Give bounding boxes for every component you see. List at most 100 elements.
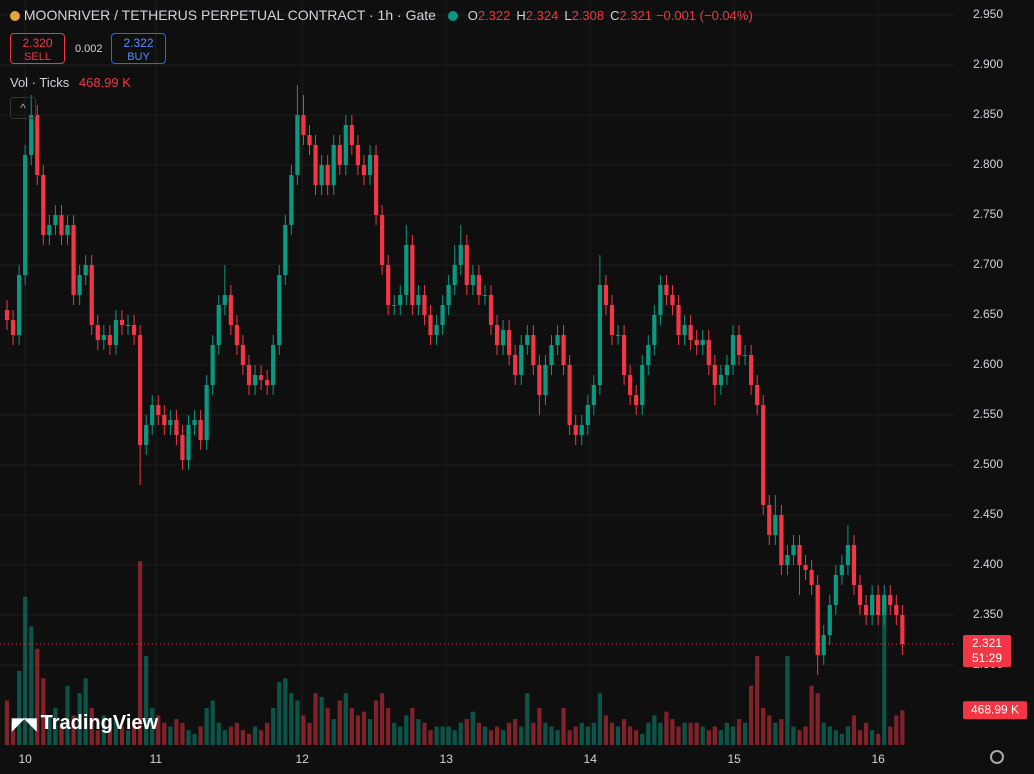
volume-bar: [113, 719, 119, 745]
candle-body: [331, 145, 336, 185]
sell-button[interactable]: 2.320 SELL: [10, 33, 65, 64]
volume-bar: [77, 693, 82, 745]
candle-body: [730, 335, 736, 365]
candle-body: [228, 295, 233, 325]
candle-body: [204, 385, 209, 440]
x-tick-label: 15: [728, 752, 742, 766]
volume-bar: [47, 715, 52, 745]
candle-body: [107, 335, 112, 345]
candle-body: [845, 545, 851, 565]
candle-body: [386, 265, 391, 305]
volume-bar: [712, 726, 717, 745]
candle-body: [857, 585, 863, 605]
candle-body: [742, 355, 748, 356]
volume-bar: [271, 707, 276, 745]
volume-bar: [410, 707, 415, 745]
volume-bar: [83, 678, 88, 745]
candle-body: [839, 565, 844, 575]
volume-bar: [458, 722, 463, 745]
buy-label: BUY: [127, 51, 150, 63]
candle-body: [458, 245, 463, 265]
candle-body: [549, 345, 554, 365]
candle-body: [579, 425, 584, 435]
candle-body: [809, 570, 814, 585]
volume-bar: [10, 722, 16, 745]
volume-bar: [839, 733, 844, 745]
y-tick-label: 2.650: [973, 307, 1003, 321]
volume-bar: [682, 722, 687, 745]
volume-bar: [827, 726, 832, 745]
candle-body: [283, 225, 288, 275]
volume-bar: [210, 700, 215, 745]
candle-body: [252, 375, 258, 385]
candle-body: [83, 265, 88, 275]
candle-body: [23, 155, 28, 275]
volume-bar: [652, 715, 657, 745]
candle-body: [749, 355, 754, 385]
volume-bar: [428, 730, 433, 745]
candle-body: [162, 415, 167, 425]
candle-body: [192, 420, 197, 425]
candle-body: [652, 315, 657, 345]
volume-bar: [658, 722, 663, 745]
candle-body: [531, 335, 536, 365]
candle-body: [519, 345, 524, 375]
candle-body: [101, 335, 106, 340]
candle-body: [664, 285, 669, 295]
volume-bar: [398, 726, 403, 745]
candle-body: [313, 145, 318, 185]
candle-body: [343, 125, 348, 165]
y-tick-label: 2.750: [973, 207, 1003, 221]
volume-bar: [773, 722, 778, 745]
y-tick-label: 2.800: [973, 157, 1003, 171]
candle-body: [410, 245, 415, 305]
volume-bar: [174, 719, 179, 745]
x-tick-label: 10: [18, 752, 32, 766]
volume-bar: [882, 596, 887, 745]
volume-bar: [440, 726, 445, 745]
candle-body: [815, 585, 820, 655]
candle-body: [821, 635, 826, 655]
candle-body: [10, 320, 16, 335]
candle-body: [507, 330, 512, 355]
volume-bar: [863, 722, 869, 745]
change: −0.001 (−0.04%): [655, 8, 753, 23]
collapse-button[interactable]: ^: [10, 97, 36, 119]
volume-bar: [494, 726, 500, 745]
volume-bar: [579, 722, 584, 745]
candle-body: [301, 115, 306, 135]
volume-bar: [422, 722, 427, 745]
candle-body: [615, 335, 621, 336]
volume-bar: [355, 715, 361, 745]
candle-body: [597, 285, 603, 385]
volume-bar: [634, 730, 639, 745]
candle-body: [797, 545, 802, 565]
volume-bar: [295, 700, 300, 745]
candle-body: [392, 305, 397, 306]
ohlc-label: L: [564, 8, 572, 23]
candle-body: [428, 315, 433, 335]
volume-bar: [234, 722, 240, 745]
candle-body: [894, 605, 899, 615]
volume-bar: [815, 693, 820, 745]
settings-button[interactable]: [990, 750, 1004, 764]
volume-bar: [150, 707, 155, 745]
volume-bar: [761, 707, 766, 745]
y-tick-label: 2.500: [973, 457, 1003, 471]
spread: 0.002: [75, 43, 103, 55]
volume-bar: [585, 726, 590, 745]
buy-button[interactable]: 2.322 BUY: [111, 33, 166, 64]
candle-body: [791, 545, 796, 555]
volume-bar: [876, 733, 881, 745]
logo-text: TradingView: [40, 712, 159, 734]
candle-body: [71, 225, 76, 295]
volume-bar: [470, 711, 475, 745]
candle-body: [234, 325, 240, 345]
candle-body: [53, 215, 58, 225]
candle-body: [59, 215, 64, 235]
candle-body: [676, 305, 681, 335]
candle-body: [621, 335, 627, 375]
candle-body: [452, 265, 457, 285]
ohlc-label: O: [467, 8, 478, 23]
candle-body: [833, 575, 838, 605]
